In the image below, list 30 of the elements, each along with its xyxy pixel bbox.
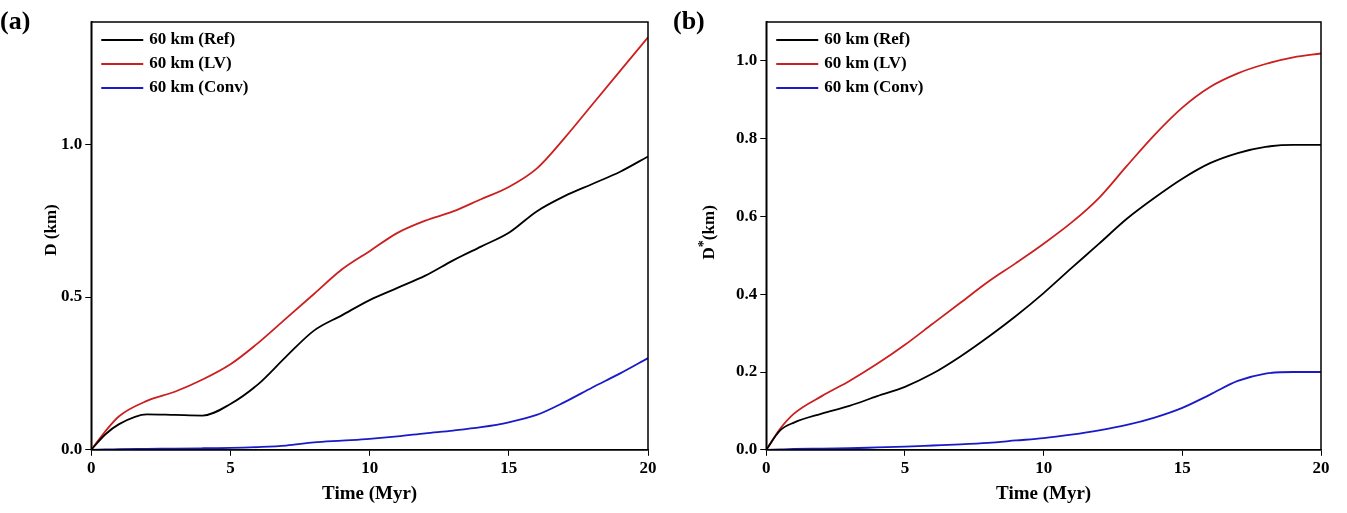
text: (b) bbox=[673, 6, 705, 36]
y-tick-label: 0.6 bbox=[736, 205, 758, 225]
legend-label: 60 km (LV) bbox=[824, 53, 907, 73]
y-tick-label: 0.2 bbox=[736, 361, 758, 381]
y-tick-label: 0.5 bbox=[61, 286, 83, 306]
y-tick-label: 0.0 bbox=[61, 439, 83, 459]
x-tick-label: 10 bbox=[361, 458, 379, 478]
legend-label: 60 km (LV) bbox=[149, 53, 232, 73]
x-tick-label: 15 bbox=[1173, 458, 1191, 478]
legend-label: 60 km (Ref) bbox=[149, 29, 236, 49]
y-tick-label: 0.4 bbox=[736, 283, 758, 303]
legend-label: 60 km (Conv) bbox=[824, 77, 924, 97]
y-tick-label: 0.8 bbox=[736, 128, 758, 148]
y-tick-label: 1.0 bbox=[736, 50, 758, 70]
x-tick-label: 5 bbox=[900, 458, 910, 478]
x-axis-title: Time (Myr) bbox=[996, 481, 1092, 504]
x-tick-label: 20 bbox=[1312, 458, 1330, 478]
y-tick-label: 0.0 bbox=[736, 439, 758, 459]
legend-label: 60 km (Ref) bbox=[824, 29, 911, 49]
x-tick-label: 15 bbox=[500, 458, 518, 478]
x-axis-title: Time (Myr) bbox=[322, 481, 418, 504]
x-tick-label: 0 bbox=[762, 458, 771, 478]
legend-label: 60 km (Conv) bbox=[149, 77, 249, 97]
y-axis-title: D (km) bbox=[40, 204, 61, 256]
x-tick-label: 5 bbox=[226, 458, 235, 478]
y-tick-label: 1.0 bbox=[61, 133, 83, 153]
x-tick-label: 0 bbox=[87, 458, 96, 478]
text: (a) bbox=[0, 6, 31, 36]
x-tick-label: 10 bbox=[1035, 458, 1053, 478]
x-tick-label: 20 bbox=[639, 458, 657, 478]
